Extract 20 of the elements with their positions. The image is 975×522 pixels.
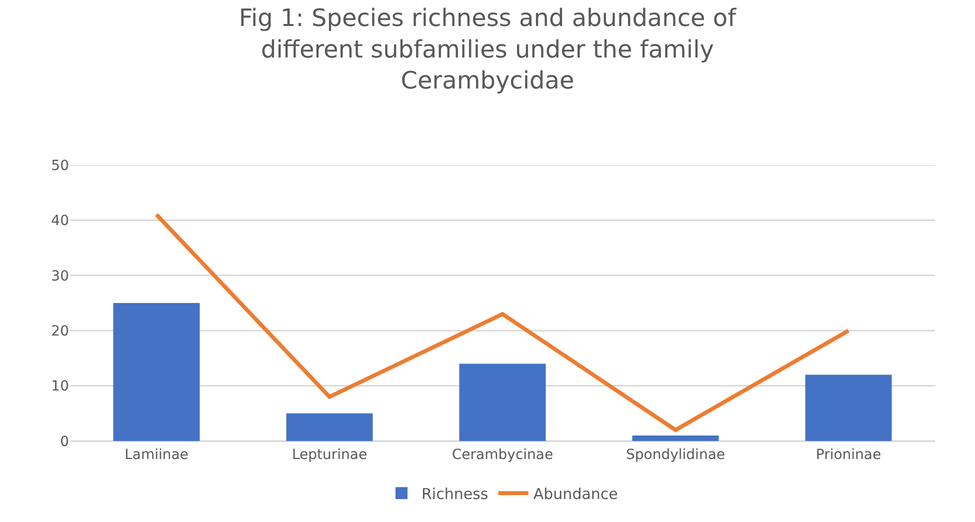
- x-tick-label: Prioninae: [816, 446, 882, 463]
- y-tick-label: 30: [51, 268, 69, 284]
- y-tick-label: 10: [51, 378, 69, 395]
- y-tick-label: 40: [51, 213, 69, 230]
- legend-label: Richness: [422, 484, 488, 503]
- y-tick-label: 0: [60, 434, 69, 450]
- bar: [286, 413, 373, 441]
- bar: [459, 364, 546, 441]
- bar: [805, 374, 892, 441]
- x-tick-label: Lepturinae: [292, 446, 368, 463]
- y-tick-label: 50: [51, 158, 69, 174]
- x-tick-label: Lamiinae: [124, 446, 188, 463]
- bar: [632, 435, 719, 441]
- legend-label: Abundance: [533, 484, 618, 503]
- y-tick-label: 20: [51, 324, 69, 340]
- bar: [113, 303, 200, 441]
- chart-title: Fig 1: Species richness and abundance of different subfamilies under the family Cerambycidae: [238, 4, 737, 94]
- line-series: [154, 212, 850, 432]
- x-tick-label: Spondylidinae: [626, 446, 726, 463]
- x-tick-label: Cerambycinae: [452, 446, 554, 463]
